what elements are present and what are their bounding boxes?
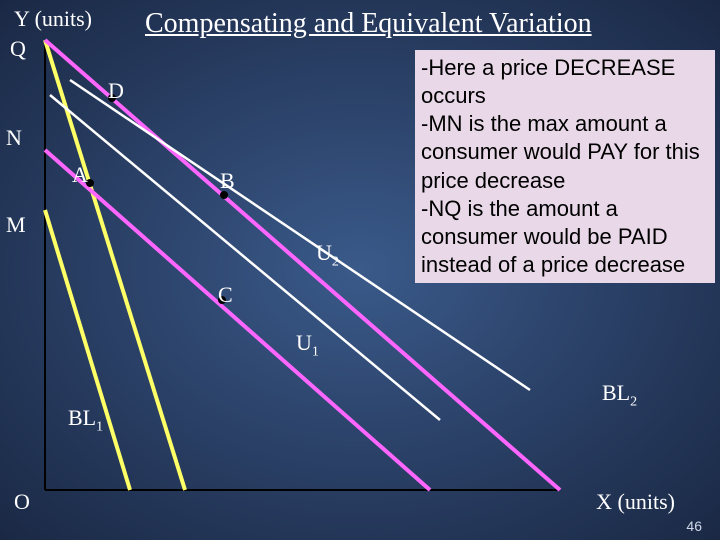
indifference-curve-u1	[50, 95, 440, 420]
budget-line-equiv	[45, 210, 130, 490]
origin-label: O	[14, 489, 30, 515]
curve-label-bl2: BL2	[602, 380, 637, 410]
x-axis-label: X (units)	[596, 489, 675, 515]
point-c-label: C	[218, 282, 233, 308]
point-q-label: Q	[10, 36, 26, 62]
explanation-line-1: -Here a price DECREASE occurs	[421, 55, 675, 108]
curve-label-u1: U1	[296, 330, 319, 360]
curve-label-bl1: BL1	[68, 405, 103, 435]
point-a-label: A	[72, 162, 88, 188]
point-n-label: N	[6, 125, 22, 151]
y-axis-label: Y (units)	[14, 6, 92, 32]
explanation-line-3: -NQ is the amount a consumer would be PA…	[421, 196, 685, 277]
curve-label-u2: U2	[316, 240, 339, 270]
slide-number: 46	[686, 518, 702, 534]
explanation-line-2: -MN is the max amount a consumer would P…	[421, 111, 700, 192]
explanation-box: -Here a price DECREASE occurs -MN is the…	[415, 50, 715, 283]
budget-line-comp	[45, 150, 430, 490]
point-d-label: D	[108, 78, 124, 104]
point-m-label: M	[6, 212, 26, 238]
point-b-label: B	[220, 168, 235, 194]
